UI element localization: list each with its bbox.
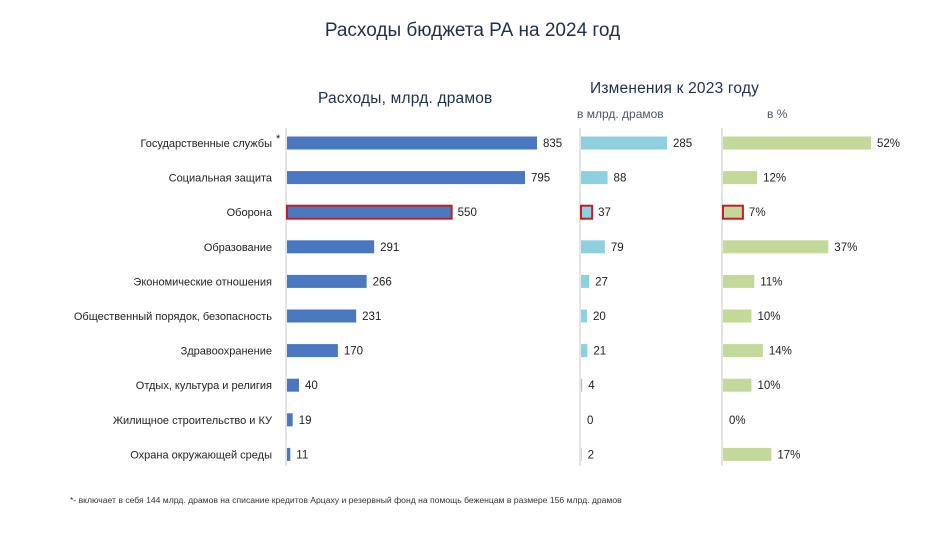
- change-pct-bar: [723, 447, 772, 461]
- change-pct-value-label: 11%: [760, 276, 782, 288]
- footnote: *- включает в себя 144 млрд. драмов на с…: [70, 495, 622, 505]
- spending-bar: [287, 344, 338, 358]
- change-abs-bar: [581, 344, 588, 358]
- spending-value-label: 291: [380, 242, 399, 254]
- change-pct-value-label: 14%: [769, 346, 792, 358]
- change-abs-value-label: 0: [587, 415, 593, 427]
- change-pct-bar: [723, 171, 758, 185]
- change-pct-value-label: 37%: [834, 242, 857, 254]
- change-pct-value-label: 12%: [763, 173, 786, 185]
- spending-bar: [287, 240, 375, 254]
- spending-bar: [287, 309, 357, 323]
- spending-bar: [287, 413, 293, 427]
- change-pct-bar: [723, 378, 752, 392]
- change-abs-value-label: 2: [588, 449, 594, 461]
- spending-header: Расходы, млрд. драмов: [318, 90, 493, 107]
- change-abs-value-label: 21: [593, 346, 606, 358]
- category-label: Государственные службы: [141, 138, 273, 150]
- change-abs-value-label: 4: [588, 380, 595, 392]
- spending-value-label: 231: [362, 311, 381, 323]
- spending-bar: [287, 447, 291, 461]
- change-abs-bar: [581, 309, 588, 323]
- spending-value-label: 19: [299, 415, 312, 427]
- change-pct-value-label: 10%: [757, 311, 780, 323]
- spending-value-label: 795: [531, 173, 550, 185]
- category-label: Отдых, культура и религия: [136, 380, 272, 392]
- change-pct-subheader: в %: [767, 107, 788, 121]
- change-pct-value-label: 10%: [757, 380, 780, 392]
- change-pct-bar: [723, 240, 829, 254]
- change-pct-value-label: 0%: [729, 415, 746, 427]
- category-label: Экономические отношения: [133, 276, 272, 288]
- change-abs-bar: [580, 204, 594, 220]
- spending-value-label: 40: [305, 380, 318, 392]
- spending-value-label: 266: [373, 276, 392, 288]
- change-pct-bar: [723, 344, 763, 358]
- change-pct-bar: [722, 204, 744, 220]
- change-abs-subheader: в млрд. драмов: [577, 107, 664, 121]
- category-label: Жилищное строительство и КУ: [113, 415, 273, 427]
- change-abs-bar: [581, 240, 605, 254]
- chart-title: Расходы бюджета РА на 2024 год: [324, 20, 621, 41]
- spending-value-label: 170: [344, 346, 363, 358]
- change-abs-value-label: 285: [673, 138, 692, 150]
- change-pct-value-label: 52%: [877, 138, 900, 150]
- category-label: Здравоохранение: [181, 346, 272, 358]
- category-label: Социальная защита: [169, 173, 273, 185]
- change-abs-bar: [581, 447, 582, 461]
- spending-bar: [287, 274, 367, 288]
- change-abs-bar: [581, 136, 667, 150]
- spending-bar: [287, 136, 537, 150]
- change-header: Изменения к 2023 году: [590, 80, 760, 97]
- change-pct-bar: [723, 274, 755, 288]
- change-abs-bar: [581, 378, 583, 392]
- change-abs-value-label: 37: [598, 207, 611, 219]
- category-label: Образование: [204, 242, 272, 254]
- spending-bar: [287, 378, 299, 392]
- category-label: Охрана окружающей среды: [130, 449, 272, 461]
- category-label: Общественный порядок, безопасность: [74, 311, 272, 323]
- category-footnote-mark: *: [276, 133, 281, 145]
- change-abs-value-label: 79: [611, 242, 624, 254]
- spending-value-label: 11: [296, 449, 308, 461]
- spending-bar: [286, 204, 453, 220]
- change-abs-bar: [581, 274, 590, 288]
- change-abs-bar: [581, 171, 608, 185]
- change-pct-value-label: 7%: [749, 207, 766, 219]
- change-pct-value-label: 17%: [777, 449, 800, 461]
- change-abs-value-label: 20: [593, 311, 606, 323]
- category-label: Оборона: [227, 207, 273, 219]
- change-pct-bar: [723, 136, 871, 150]
- change-pct-bar: [723, 309, 752, 323]
- change-abs-value-label: 27: [595, 276, 608, 288]
- spending-value-label: 835: [543, 138, 562, 150]
- change-abs-value-label: 88: [614, 173, 627, 185]
- spending-value-label: 550: [458, 207, 477, 219]
- spending-bar: [287, 171, 526, 185]
